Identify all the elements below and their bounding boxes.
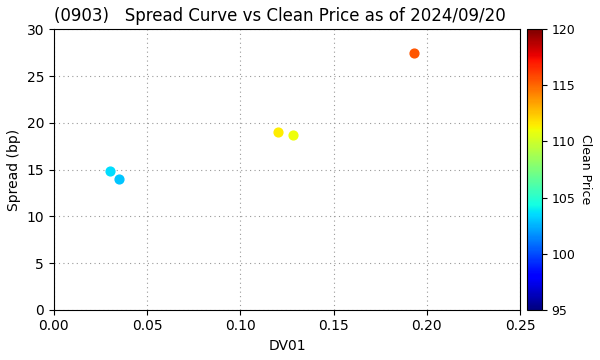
X-axis label: DV01: DV01 [268, 339, 306, 353]
Point [288, 132, 298, 138]
Y-axis label: Spread (bp): Spread (bp) [7, 129, 21, 211]
Point [105, 168, 115, 174]
Point [115, 176, 124, 182]
Y-axis label: Clean Price: Clean Price [579, 134, 592, 204]
Text: (0903)   Spread Curve vs Clean Price as of 2024/09/20: (0903) Spread Curve vs Clean Price as of… [54, 7, 506, 25]
Point [273, 129, 283, 135]
Point [409, 50, 419, 55]
